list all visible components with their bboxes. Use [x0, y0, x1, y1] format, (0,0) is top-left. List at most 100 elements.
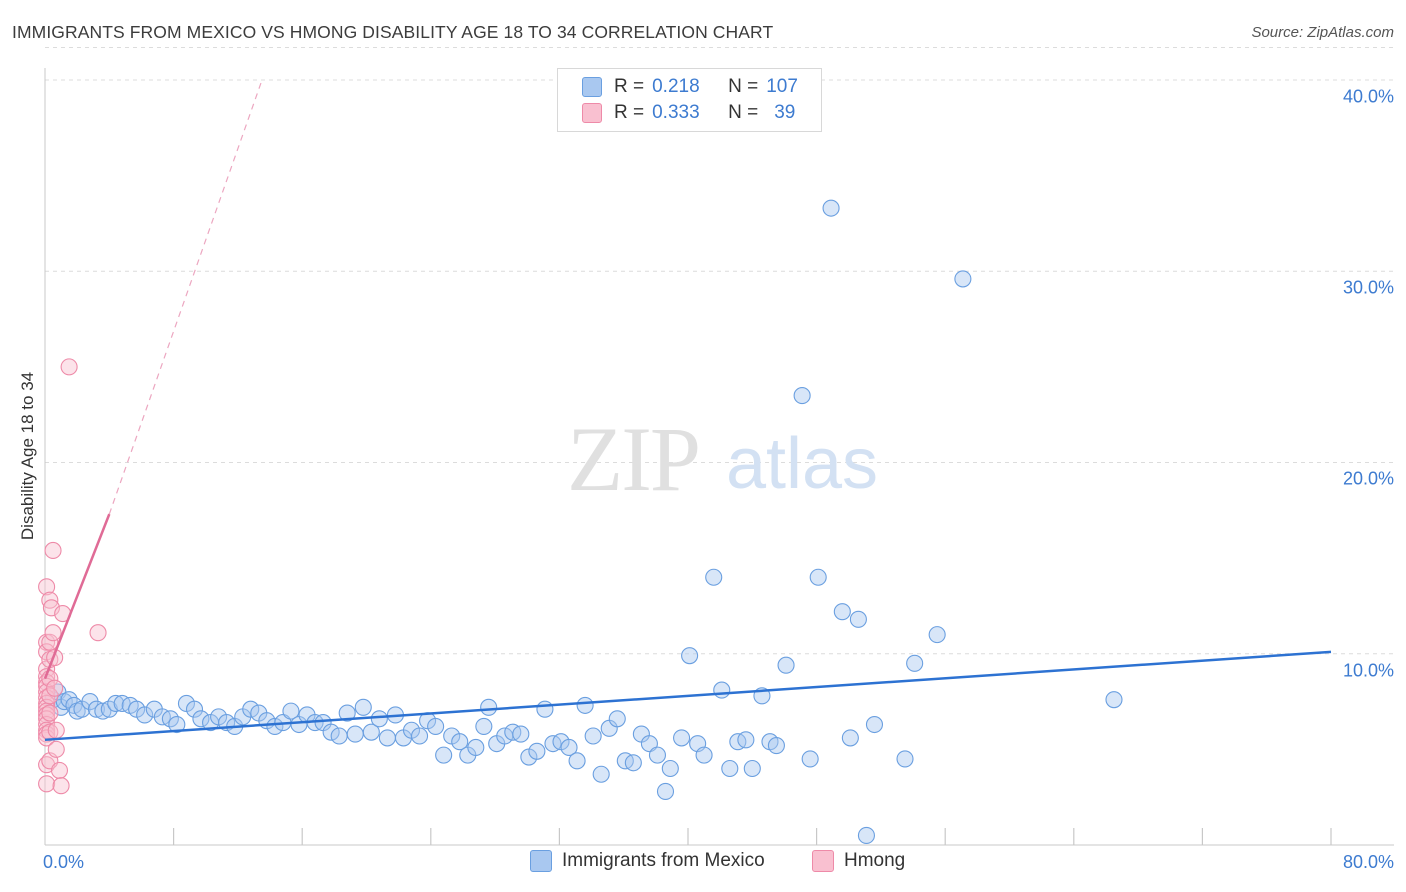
mexico-point: [136, 706, 154, 724]
legend-r-label: R =: [614, 76, 645, 97]
grid-lines: [45, 46, 1394, 655]
mexico-point: [822, 199, 840, 217]
y-tick-label: 10.0%: [1342, 660, 1394, 681]
mexico-point: [695, 746, 713, 764]
mexico-point: [721, 759, 739, 778]
stats-legend: R = 0.218 N = 107 R = 0.333 N = 39: [557, 68, 822, 132]
mexico-point: [705, 568, 723, 586]
mexico-point: [849, 610, 867, 628]
hmong-point: [50, 761, 69, 779]
legend-r-label: R =: [614, 102, 645, 123]
mexico-point: [346, 725, 364, 743]
series-hmong: [38, 358, 107, 795]
legend-row-mexico: R = 0.218 N = 107: [582, 75, 798, 99]
legend-swatch-hmong: [812, 850, 834, 872]
mexico-point: [475, 717, 493, 735]
mexico-point: [192, 710, 210, 728]
mexico-point: [427, 717, 445, 735]
mexico-point: [793, 387, 811, 405]
mexico-point: [370, 710, 388, 728]
mexico-point: [266, 717, 284, 735]
legend-n-value: 39: [774, 102, 796, 123]
legend-n-label: N =: [728, 102, 759, 123]
hmong-point: [46, 679, 64, 697]
mexico-point: [94, 702, 112, 720]
mexico-point: [608, 710, 626, 728]
mexico-point: [841, 729, 859, 747]
mexico-point: [713, 681, 731, 699]
mexico-point: [906, 654, 924, 672]
hmong-point: [42, 599, 60, 617]
hmong-point: [44, 624, 62, 642]
mexico-point: [568, 752, 586, 770]
watermark-atlas: atlas: [726, 424, 878, 504]
legend-swatch-mexico: [582, 77, 602, 97]
legend-row-hmong: R = 0.333 N = 39: [582, 101, 795, 125]
mexico-point: [928, 626, 946, 644]
mexico-point: [451, 733, 469, 751]
mexico-point: [410, 727, 429, 745]
mexico-point: [480, 698, 498, 716]
mexico-point: [168, 715, 186, 734]
mexico-point: [354, 698, 372, 716]
mexico-point: [801, 750, 819, 768]
mexico-point: [1105, 691, 1123, 709]
mexico-point: [737, 731, 755, 749]
legend-swatch-hmong: [582, 103, 602, 123]
series-immigrants-from-mexico: [44, 199, 1123, 844]
mexico-point: [576, 696, 594, 714]
watermark: ZIP atlas: [567, 408, 878, 510]
legend-n-label: N =: [728, 76, 759, 97]
mexico-point: [242, 700, 260, 718]
mexico-point: [362, 723, 380, 741]
hmong-point: [41, 704, 59, 722]
mexico-point: [512, 725, 530, 743]
bottom-legend-hmong: Hmong: [812, 850, 905, 872]
mexico-point: [322, 723, 340, 741]
mexico-point: [584, 727, 602, 745]
mexico-point: [536, 700, 554, 718]
mexico-point: [338, 704, 356, 722]
mexico-point: [661, 759, 679, 778]
mexico-point: [648, 746, 667, 764]
hmong-point: [44, 541, 62, 560]
mexico-point: [743, 759, 761, 778]
hmong-point: [89, 624, 107, 642]
x-tick-label-min: 0.0%: [43, 852, 85, 872]
mexico-point: [185, 700, 204, 718]
y-tick-label: 30.0%: [1342, 277, 1394, 298]
trend-lines: [43, 79, 1332, 742]
mexico-point: [865, 715, 884, 734]
mexico-point: [87, 700, 105, 718]
hmong-trend-extension: [108, 79, 263, 515]
mexico-point: [681, 647, 699, 665]
watermark-zip: ZIP: [567, 408, 699, 510]
hmong-point: [60, 358, 78, 376]
mexico-point: [624, 754, 642, 772]
legend-label-mexico: Immigrants from Mexico: [562, 850, 765, 871]
mexico-point: [528, 742, 546, 760]
legend-r-value: 0.218: [652, 76, 700, 97]
source-label: Source: ZipAtlas.com: [1251, 24, 1394, 41]
mexico-point: [592, 765, 610, 783]
hmong-point: [41, 633, 59, 651]
mexico-point: [378, 729, 396, 747]
mexico-point: [656, 782, 675, 801]
y-axis-label: Disability Age 18 to 34: [18, 371, 37, 541]
mexico-point: [107, 694, 125, 713]
mexico-point: [330, 727, 348, 745]
y-tick-label: 40.0%: [1342, 86, 1394, 107]
mexico-point: [896, 750, 914, 768]
mexico-trend-line: [44, 650, 1332, 742]
mexico-point: [161, 710, 179, 728]
legend-label-hmong: Hmong: [844, 850, 906, 871]
hmong-point: [47, 721, 65, 739]
hmong-point: [52, 777, 70, 795]
mexico-point: [833, 603, 851, 621]
x-tick-label-max: 80.0%: [1342, 852, 1394, 872]
hmong-point: [38, 775, 56, 793]
hmong-trend-line: [43, 513, 111, 680]
mexico-point: [282, 702, 300, 720]
hmong-point: [38, 578, 56, 596]
